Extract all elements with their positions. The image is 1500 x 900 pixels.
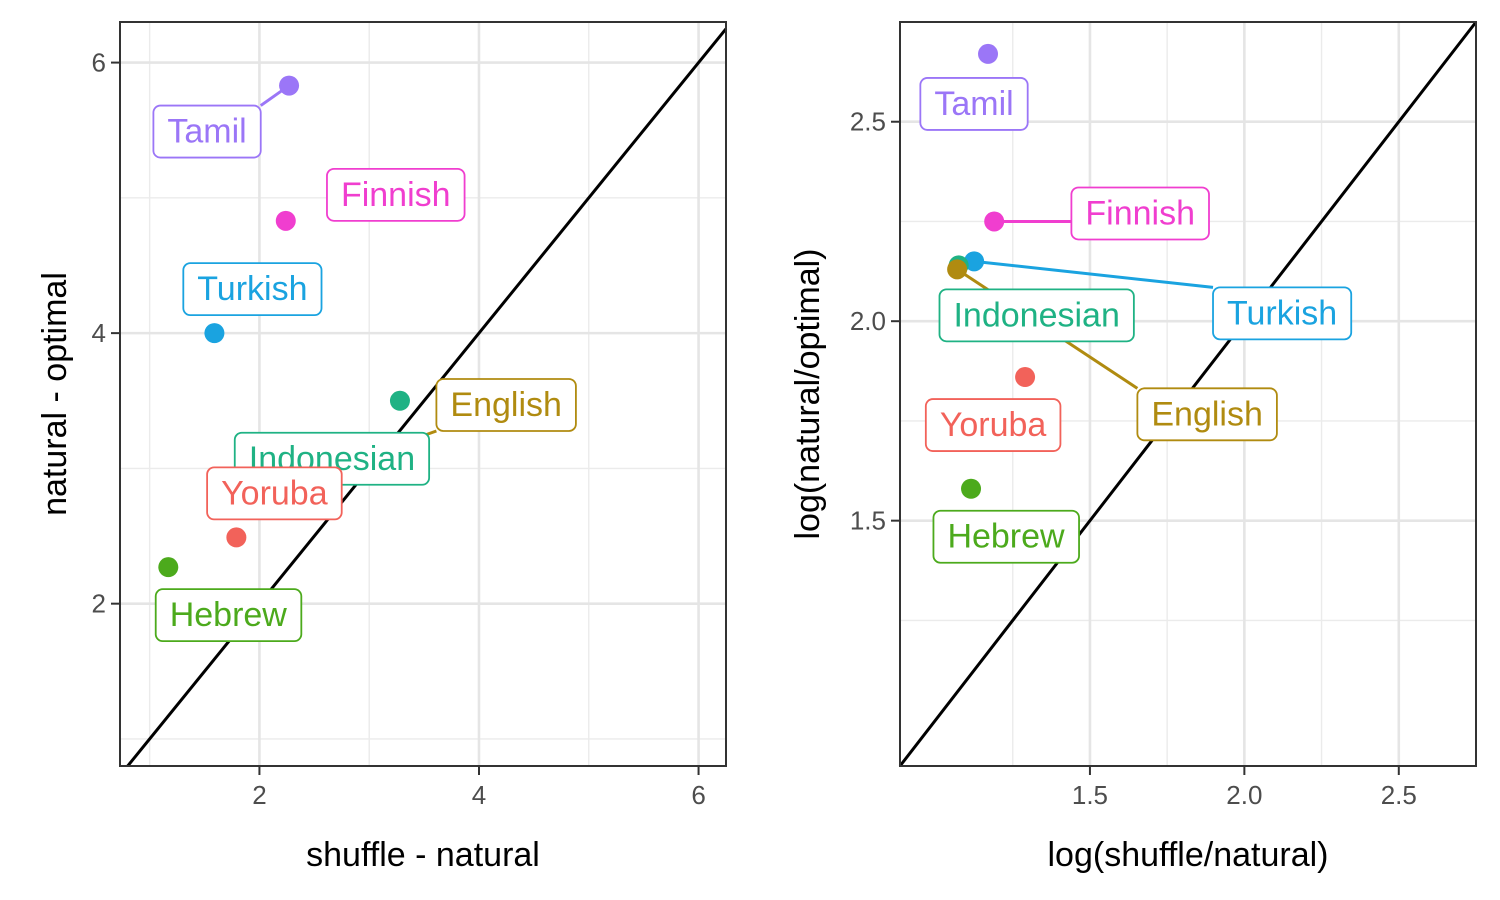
left-panel-y-tick-label: 4 (92, 318, 106, 348)
left-panel-identity-line (126, 27, 728, 767)
right-panel-point-yoruba (1015, 367, 1036, 388)
left-panel-label-box-turkish (182, 262, 323, 317)
right-panel-point-finnish (984, 211, 1005, 232)
right-panel-label-hebrew: Hebrew (932, 509, 1080, 564)
right-panel-label-indonesian: Indonesian (938, 288, 1135, 343)
right-panel-y-axis-title: log(natural/optimal) (789, 248, 827, 539)
left-panel-point-hebrew (158, 557, 179, 578)
left-panel-x-tick-label: 6 (691, 780, 705, 810)
left-panel-point-tamil (279, 75, 300, 96)
right-panel-y-tick-label: 2.5 (850, 107, 886, 137)
right-panel-label-yoruba: Yoruba (924, 398, 1062, 452)
right-panel-label-text-finnish: Finnish (1085, 194, 1195, 232)
right-panel-frame (899, 21, 1477, 767)
right-panel-label-text-hebrew: Hebrew (947, 518, 1065, 556)
left-panel-label-finnish: Finnish (326, 167, 466, 222)
right-panel-label-box-indonesian (938, 288, 1135, 343)
left-panel-label-hebrew: Hebrew (154, 588, 303, 643)
right-panel-ticks: 1.5 2.0 2.5 1.5 2.0 2.5 (850, 107, 1417, 810)
right-panel: Tamil Finnish Turkish Indonesian English Yoru… (789, 21, 1478, 874)
right-panel-label-text-indonesian: Indonesian (953, 296, 1119, 334)
left-panel-label-text-turkish: Turkish (197, 270, 307, 308)
right-panel-label-tamil: Tamil (919, 77, 1029, 131)
left-panel-y-axis-title: natural - optimal (36, 272, 74, 516)
left-panel-label-text-hebrew: Hebrew (170, 596, 288, 634)
right-panel-label-box-hebrew (932, 509, 1080, 564)
left-panel-frame (119, 21, 727, 767)
right-panel-label-box-tamil (919, 77, 1029, 131)
left-panel-y-tick-label: 2 (92, 589, 106, 619)
left-panel-point-turkish (204, 323, 225, 344)
left-panel-label-turkish: Turkish (182, 262, 323, 317)
left-panel: TamilFinnishTurkishIndonesianEnglishYoru… (36, 21, 728, 874)
right-panel-label-text-turkish: Turkish (1227, 294, 1337, 332)
left-panel-label-tamil: Tamil (152, 104, 262, 159)
right-panel-points (947, 43, 1036, 499)
left-panel-label-text-finnish: Finnish (341, 176, 451, 214)
right-panel-label-text-tamil: Tamil (934, 85, 1013, 123)
left-panel-label-box-hebrew (154, 588, 303, 643)
right-panel-x-tick-label: 2.0 (1226, 780, 1262, 810)
left-panel-label-box-finnish (326, 167, 466, 222)
left-panel-x-axis-title: shuffle - natural (306, 836, 540, 874)
right-panel-point-english (947, 259, 968, 280)
left-panel-labels: TamilFinnishTurkishIndonesianEnglishYoru… (152, 104, 577, 643)
left-panel-point-indonesian (389, 390, 410, 411)
left-panel-x-tick-label: 2 (252, 780, 266, 810)
left-panel-label-text-yoruba: Yoruba (221, 474, 328, 512)
right-panel-label-finnish: Finnish (1070, 186, 1210, 241)
right-panel-x-tick-label: 2.5 (1381, 780, 1417, 810)
right-panel-label-english: English (1136, 387, 1278, 442)
left-panel-y-tick-label: 6 (92, 48, 106, 78)
right-panel-point-tamil (978, 43, 999, 64)
left-panel-point-yoruba (226, 527, 247, 548)
left-panel-reference-line (126, 27, 728, 767)
right-panel-label-text-yoruba: Yoruba (940, 406, 1047, 444)
right-panel-y-tick-label: 1.5 (850, 506, 886, 536)
left-panel-label-text-tamil: Tamil (167, 113, 246, 151)
right-panel-label-box-finnish (1070, 186, 1210, 241)
left-panel-label-text-english: English (450, 386, 562, 424)
right-panel-connector-turkish (973, 259, 1214, 289)
right-panel-point-turkish (964, 251, 985, 272)
left-panel-label-yoruba: Yoruba (206, 466, 343, 521)
right-panel-label-box-english (1136, 387, 1278, 442)
left-panel-x-tick-label: 4 (472, 780, 486, 810)
right-panel-label-box-yoruba (924, 398, 1062, 452)
right-panel-y-tick-label: 2.0 (850, 306, 886, 336)
right-panel-labels: Tamil Finnish Turkish Indonesian English Yoru… (919, 77, 1353, 564)
left-panel-label-english: English (435, 378, 577, 432)
right-panel-x-axis-title: log(shuffle/natural) (1048, 836, 1329, 874)
left-panel-label-box-english (435, 378, 577, 432)
left-panel-label-box-tamil (152, 104, 262, 159)
left-panel-label-box-yoruba (206, 466, 343, 521)
right-panel-x-tick-label: 1.5 (1072, 780, 1108, 810)
left-panel-point-finnish (275, 210, 296, 231)
right-panel-label-turkish: Turkish (1212, 286, 1353, 341)
right-panel-label-text-english: English (1151, 395, 1263, 433)
left-panel-ticks: 2 4 6 2 4 6 (92, 48, 706, 810)
right-panel-point-hebrew (961, 478, 982, 499)
right-panel-label-box-turkish (1212, 286, 1353, 341)
